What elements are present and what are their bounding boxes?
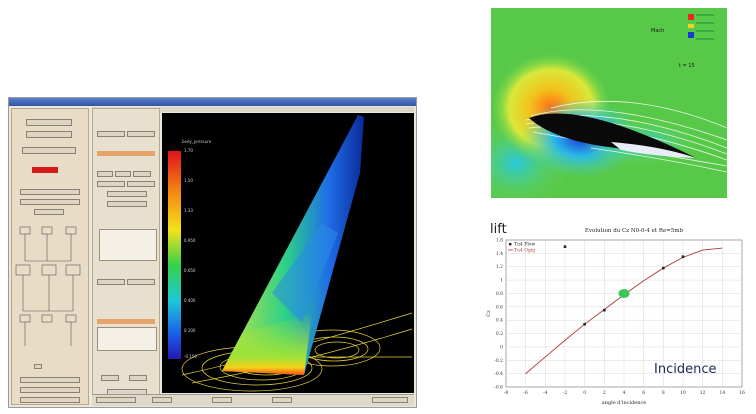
status-button-3[interactable]: [212, 397, 232, 403]
data-point-tu4-flow: [662, 266, 665, 270]
y-axis-label: Cz: [486, 310, 492, 317]
y-tick-label: 1.4: [496, 251, 503, 257]
legend-label-tu4-ogig: Tu4 Ogig: [514, 248, 535, 254]
panel-button-4[interactable]: [20, 189, 80, 195]
menu-bar: [92, 107, 414, 112]
lift-curve-chart: -8 -6 -4 -2 0 2 4 6 8 10 12 14 16 1.6 1.4 1.2 1 0.8 0.6 0.4…: [484, 220, 746, 410]
colorbar-title: body_pressure: [182, 139, 212, 144]
highlight-point: [618, 288, 630, 298]
y-tick-label: 0.8: [496, 291, 503, 297]
panel-button-1[interactable]: [26, 119, 72, 126]
data-point-tu4-flow: [603, 308, 606, 312]
x-tick-label: 16: [739, 390, 745, 396]
y-tick-label: -0.6: [494, 385, 503, 391]
y-tick-label: 0: [500, 344, 503, 350]
panel-button-5[interactable]: [20, 199, 80, 205]
panel-button-3[interactable]: [22, 147, 76, 154]
mid-button-13[interactable]: [129, 375, 147, 381]
x-tick-label: -6: [523, 390, 528, 396]
mid-button-11[interactable]: [127, 279, 155, 285]
colorbar-tick: 1.70: [184, 148, 193, 153]
x-tick-label: 0: [583, 390, 586, 396]
colorbar-scale: [168, 151, 181, 359]
data-point-tu4-flow: [563, 245, 567, 248]
status-bar: [92, 394, 414, 406]
status-button-2[interactable]: [152, 397, 172, 403]
mid-button-5[interactable]: [133, 171, 151, 177]
x-tick-label: -4: [543, 390, 548, 396]
panel-button-6[interactable]: [34, 364, 42, 369]
y-tick-label: 0.6: [496, 304, 503, 310]
x-tick-label: 6: [642, 390, 645, 396]
x-axis-label: angle d'incidence: [602, 400, 647, 406]
y-tick-label: 0.4: [496, 318, 503, 324]
time-label: t = 15: [679, 63, 695, 69]
colorbar-tick: -0.150: [184, 354, 197, 359]
mid-button-12[interactable]: [101, 375, 119, 381]
mid-button-10[interactable]: [97, 279, 125, 285]
mid-button-3[interactable]: [97, 171, 113, 177]
x-tick-label: 12: [700, 390, 706, 396]
airfoil-pressure-contours: [491, 8, 727, 198]
mach-label: Mach: [651, 28, 665, 34]
colorbar-tick: 0.950: [184, 238, 196, 243]
window-titlebar: [9, 98, 416, 106]
chart-title: Evolution du Cz N0-0-4 et Re=5mb: [585, 228, 684, 234]
y-tick-label: 0.2: [496, 331, 503, 337]
colorbar-tick: 0.650: [184, 268, 196, 273]
x-tick-label: -8: [504, 390, 509, 396]
panel-button-8[interactable]: [20, 387, 80, 393]
mid-list-box[interactable]: [99, 229, 157, 261]
data-point-tu4-flow: [681, 255, 685, 259]
panel-button-2[interactable]: [26, 131, 72, 138]
x-tick-label: 14: [719, 390, 725, 396]
x-tick-label: -2: [563, 390, 568, 396]
mid-button-7[interactable]: [127, 181, 155, 187]
mid-button-2[interactable]: [127, 131, 155, 137]
lift-annotation: lift: [490, 222, 507, 237]
mid-orange-field[interactable]: [97, 151, 155, 156]
y-tick-label: 1.2: [496, 264, 503, 270]
incidence-annotation: Incidence: [654, 362, 717, 377]
status-button-5[interactable]: [372, 397, 408, 403]
y-tick-label: -0.2: [494, 358, 503, 364]
data-point-tu4-flow: [583, 322, 586, 326]
status-button-4[interactable]: [272, 397, 292, 403]
colorbar-tick: 0.400: [184, 298, 196, 303]
x-tick-label: 4: [623, 390, 626, 396]
panel-button-7[interactable]: [20, 377, 80, 383]
mid-button-8[interactable]: [107, 191, 147, 197]
y-tick-label: -0.4: [494, 371, 503, 377]
panel-button-9[interactable]: [20, 397, 80, 403]
schematic-diagram: [15, 226, 81, 346]
colorbar-tick: 1.50: [184, 178, 193, 183]
mid-button-9[interactable]: [107, 201, 147, 207]
mid-button-6[interactable]: [97, 181, 125, 187]
panel-dropdown[interactable]: [34, 209, 64, 215]
legend-marker-tu4-flow: [509, 243, 512, 246]
red-indicator: [32, 167, 58, 173]
colorbar-tick: 1.33: [184, 208, 193, 213]
x-tick-label: 10: [680, 390, 686, 396]
x-tick-label: 2: [603, 390, 606, 396]
cfd-flow-field-image: Mach t = 15: [491, 8, 727, 198]
middle-control-panel: [92, 108, 160, 405]
cfd-software-window: body_pressure 1.70 1.50 1.33 0.950 0.650…: [8, 97, 417, 408]
left-control-panel: [11, 108, 89, 405]
mid-button-1[interactable]: [97, 131, 125, 137]
colorbar-tick: 0.100: [184, 328, 196, 333]
status-button-1[interactable]: [96, 397, 136, 403]
legend-label-tu4-flow: Tu4 Flow: [514, 242, 535, 248]
mid-list-box-2[interactable]: [97, 327, 157, 351]
mid-button-4[interactable]: [115, 171, 131, 177]
x-tick-label: 8: [662, 390, 665, 396]
mid-orange-field-2[interactable]: [97, 319, 155, 324]
lift-curve-plot: -8 -6 -4 -2 0 2 4 6 8 10 12 14 16 1.6 1.4 1.2 1 0.8 0.6 0.4…: [486, 228, 745, 406]
3d-viewer[interactable]: body_pressure 1.70 1.50 1.33 0.950 0.650…: [162, 113, 414, 393]
y-tick-label: 1: [500, 278, 503, 284]
3d-wing-render: [168, 115, 413, 392]
y-tick-label: 1.6: [496, 238, 503, 244]
